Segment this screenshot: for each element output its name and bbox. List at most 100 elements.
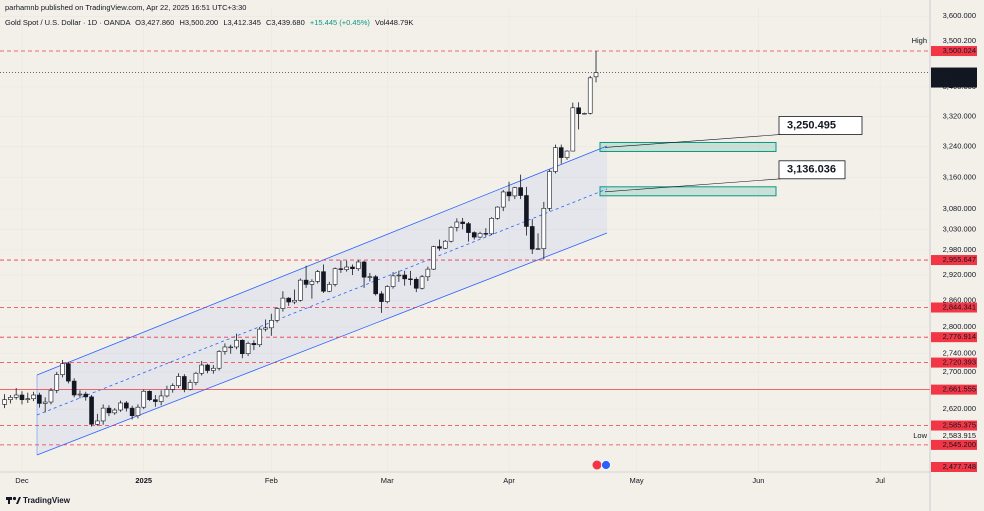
candle-body bbox=[448, 226, 454, 242]
candle-body bbox=[274, 308, 280, 321]
candle-body bbox=[582, 113, 587, 115]
candle-body bbox=[280, 297, 286, 309]
candles bbox=[2, 50, 599, 427]
level-label: 2,844.341 bbox=[943, 302, 976, 311]
candle-body bbox=[361, 261, 367, 278]
callout-pointer bbox=[604, 134, 782, 148]
candle-body bbox=[141, 390, 147, 408]
candle-body bbox=[593, 72, 599, 78]
candle-body bbox=[431, 246, 436, 270]
high-name: High bbox=[912, 36, 927, 45]
candle-body bbox=[263, 327, 268, 330]
logo-mark bbox=[12, 496, 17, 501]
y-tick-label: 3,080.000 bbox=[943, 204, 976, 213]
level-label-box bbox=[931, 46, 977, 57]
candle-body bbox=[147, 390, 152, 400]
channel-upper bbox=[36, 145, 608, 376]
y-tick-label: 2,980.000 bbox=[943, 245, 976, 254]
candle-body bbox=[170, 385, 176, 390]
x-tick-label: 2025 bbox=[135, 476, 152, 485]
candle-body bbox=[419, 276, 425, 289]
countdown: 07:38:48 bbox=[947, 77, 976, 86]
levels bbox=[0, 50, 930, 446]
candle-body bbox=[466, 223, 471, 233]
candle-body bbox=[19, 394, 25, 400]
candle-body bbox=[355, 261, 361, 270]
candle-body bbox=[37, 394, 42, 404]
candle-body bbox=[425, 268, 431, 278]
callout-pointer bbox=[604, 178, 782, 193]
candle-body bbox=[199, 364, 205, 374]
candle-body bbox=[292, 299, 297, 303]
level-label: 3,500.024 bbox=[943, 46, 976, 55]
candle-body bbox=[454, 221, 460, 228]
level-label: 2,661.555 bbox=[943, 385, 976, 394]
level-label-box bbox=[931, 439, 977, 450]
candle-body bbox=[187, 382, 193, 390]
x-tick-label: May bbox=[630, 476, 644, 485]
candle-body bbox=[518, 187, 523, 196]
close: C3,439.680 bbox=[266, 18, 305, 27]
candle-body bbox=[164, 389, 170, 397]
candle-body bbox=[483, 233, 489, 235]
symbol-info: Gold Spot / U.S. Dollar · 1D · OANDA O3,… bbox=[5, 18, 413, 27]
callout-box bbox=[778, 160, 846, 180]
event-icon[interactable] bbox=[601, 460, 611, 470]
candle-body bbox=[315, 271, 320, 282]
candle-body bbox=[297, 279, 303, 301]
logo-mark bbox=[16, 497, 21, 504]
candle-body bbox=[54, 374, 60, 391]
candle-body bbox=[367, 276, 373, 278]
y-tick-label: 2,740.000 bbox=[943, 349, 976, 358]
candle-body bbox=[576, 107, 581, 115]
candle-body bbox=[524, 195, 529, 227]
y-tick-label: 3,240.000 bbox=[943, 141, 976, 150]
axis: 3,600.0003,400.0003,320.0003,240.0003,16… bbox=[15, 11, 976, 485]
candle-body bbox=[384, 286, 390, 302]
y-tick-label: 2,800.000 bbox=[943, 322, 976, 331]
candle-body bbox=[118, 402, 123, 411]
candle-body bbox=[193, 372, 199, 383]
attribution: parhamnb published on TradingView.com, A… bbox=[5, 3, 246, 12]
price-labels: 3,500.024 2,955.647 2,844.341 2,776.914 2,72… bbox=[912, 36, 977, 472]
candle-body bbox=[251, 343, 257, 346]
y-tick-label: 3,030.000 bbox=[943, 224, 976, 233]
candle-body bbox=[547, 171, 552, 209]
last-price: 3,439.680 bbox=[943, 68, 976, 77]
candle-body bbox=[95, 420, 100, 425]
grid bbox=[0, 8, 930, 472]
level-label: 2,720.393 bbox=[943, 358, 976, 367]
logo[interactable]: TradingView bbox=[6, 496, 71, 505]
level-label-box bbox=[931, 302, 977, 313]
candle-body bbox=[460, 221, 465, 224]
candle-body bbox=[529, 226, 535, 250]
candle-body bbox=[13, 394, 19, 398]
candle-body bbox=[124, 402, 129, 409]
high-value: 3,500.200 bbox=[943, 36, 976, 45]
candle-body bbox=[42, 401, 48, 404]
candle-body bbox=[326, 284, 332, 292]
candle-body bbox=[112, 409, 118, 414]
candle-body bbox=[477, 233, 483, 238]
level-label-box bbox=[931, 384, 977, 395]
candle-body bbox=[553, 147, 558, 172]
candle-body bbox=[228, 346, 234, 349]
candle-body bbox=[222, 346, 228, 352]
candle-body bbox=[176, 376, 181, 387]
candle-body bbox=[182, 376, 187, 390]
zone bbox=[599, 141, 777, 152]
candle-body bbox=[211, 367, 216, 371]
level-label-box bbox=[931, 332, 977, 343]
candle-body bbox=[309, 281, 315, 285]
candle-body bbox=[205, 364, 210, 371]
candle-body bbox=[135, 406, 141, 417]
event-icon[interactable] bbox=[592, 460, 602, 470]
candle-body bbox=[48, 390, 54, 403]
low: L3,412.345 bbox=[223, 18, 261, 27]
candle-body bbox=[129, 407, 135, 417]
candle-body bbox=[77, 393, 83, 396]
candle-body bbox=[8, 397, 13, 400]
callout-label: 3,250.495 bbox=[787, 119, 836, 131]
low-name: Low bbox=[913, 431, 927, 440]
